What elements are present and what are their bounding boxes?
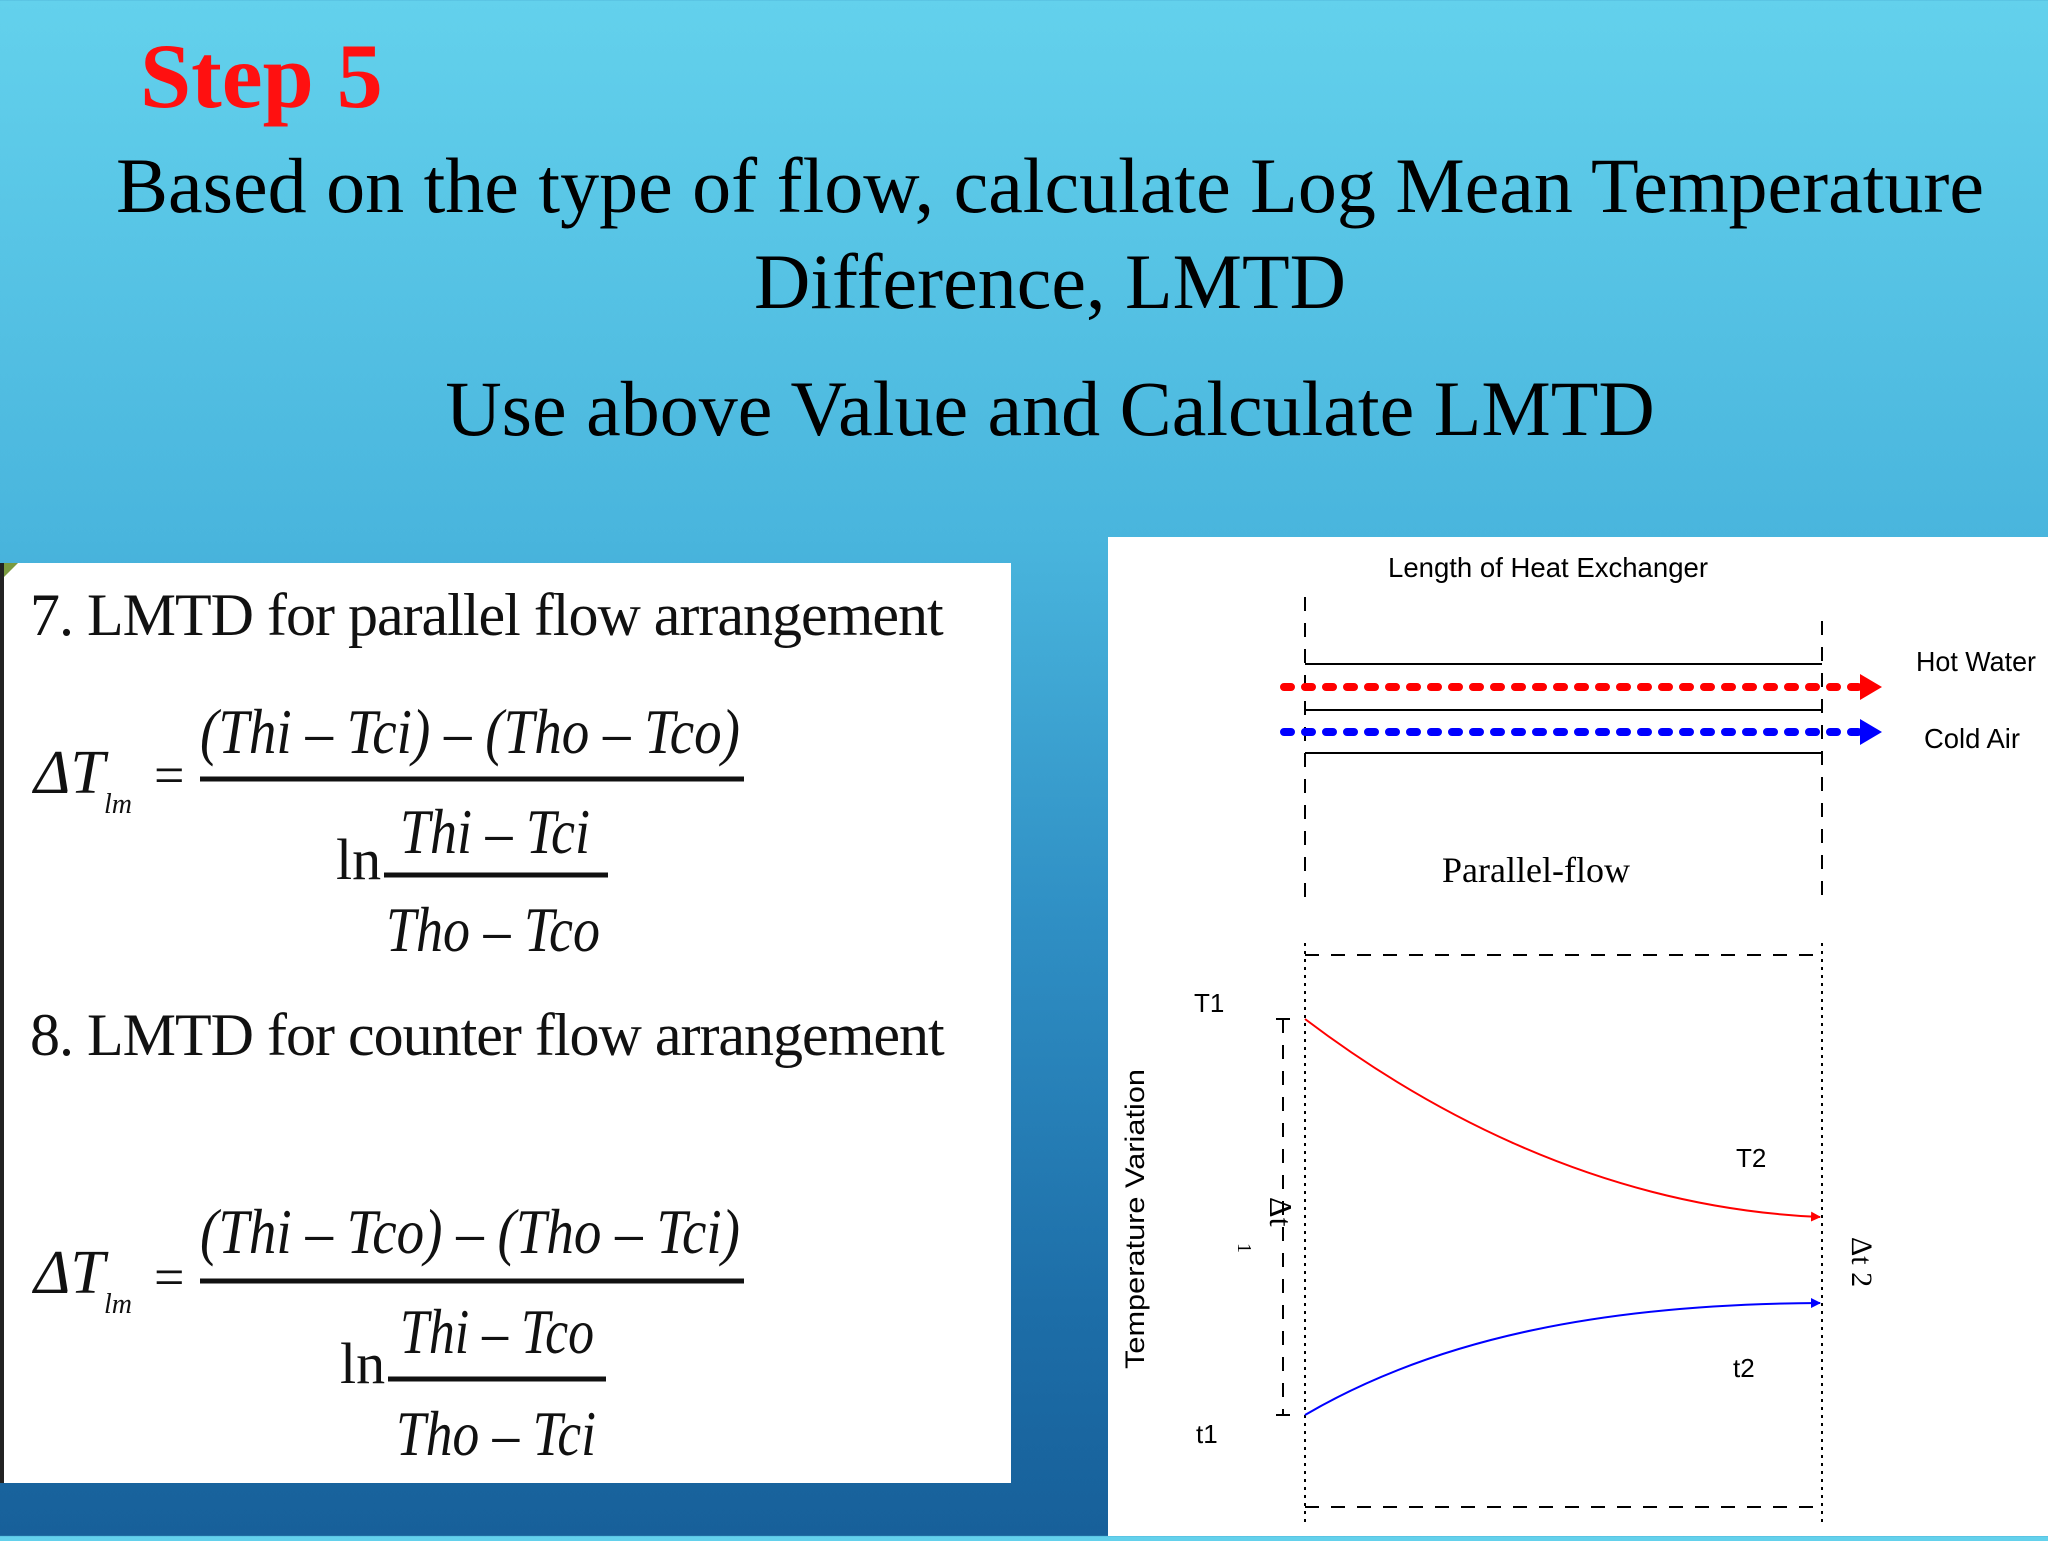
parallel-lhs: ΔT: [31, 739, 109, 807]
subtitle-line-1: Based on the type of flow, calculate Log…: [115, 142, 1984, 229]
counter-lhs-sub: lm: [104, 1289, 132, 1320]
length-label: Length of Heat Exchanger: [1388, 552, 1708, 583]
counter-inner-numerator: Thi – Tco: [400, 1296, 594, 1367]
counter-formula: ΔT lm = (Thi – Tco) – (Tho – Tci) ln Thi…: [31, 1203, 744, 1469]
parallel-formula-heading: 7. LMTD for parallel flow arrangement: [30, 582, 944, 648]
parallel-ln: ln: [336, 827, 381, 892]
parallel-equals: =: [154, 745, 184, 805]
T2-label: T2: [1736, 1143, 1766, 1173]
cold-air-label: Cold Air: [1924, 723, 2020, 754]
subtitle-line-2: Difference, LMTD: [754, 238, 1346, 325]
T1-label: T1: [1194, 988, 1224, 1018]
counter-ln: ln: [340, 1331, 385, 1396]
counter-lhs: ΔT: [31, 1239, 109, 1307]
y-axis-label: Temperature Variation: [1120, 1069, 1150, 1369]
cold-temperature-curve: [1304, 1298, 1821, 1416]
counter-numerator: (Thi – Tco) – (Tho – Tci): [200, 1203, 740, 1267]
panel-corner-mark: [4, 563, 18, 577]
parallel-inner-denominator: Tho – Tco: [386, 894, 600, 965]
dt1-label: Δt: [1263, 1197, 1299, 1227]
counter-equals: =: [154, 1247, 184, 1307]
slide-subtitle: Based on the type of flow, calculate Log…: [60, 138, 2040, 330]
counter-formula-heading: 8. LMTD for counter flow arrangement: [30, 1002, 945, 1068]
flow-type-label: Parallel-flow: [1442, 850, 1630, 890]
parallel-flow-diagram: Length of Heat Exchanger Hot Water Cold …: [1120, 552, 2036, 1522]
t2-label: t2: [1733, 1353, 1755, 1383]
hot-water-arrowhead: [1860, 674, 1882, 700]
parallel-numerator: (Thi – Tci) – (Tho – Tco): [200, 696, 740, 767]
t1-label: t1: [1196, 1419, 1218, 1449]
hot-temperature-curve: [1304, 1018, 1821, 1222]
hot-water-label: Hot Water: [1916, 646, 2036, 677]
counter-inner-denominator: Tho – Tci: [396, 1398, 596, 1469]
dt1-subscript: 1: [1233, 1243, 1255, 1253]
parallel-lhs-sub: lm: [104, 789, 132, 820]
parallel-flow-diagram-panel: Length of Heat Exchanger Hot Water Cold …: [1108, 537, 2048, 1536]
formula-panel: 7. LMTD for parallel flow arrangement ΔT…: [0, 563, 1011, 1483]
step-title: Step 5: [140, 25, 383, 127]
dt2-label: Δt 2: [1845, 1237, 1878, 1287]
parallel-formula: ΔT lm = (Thi – Tci) – (Tho – Tco) ln Thi…: [31, 696, 744, 965]
cold-air-arrowhead: [1860, 719, 1882, 745]
slide-instruction: Use above Value and Calculate LMTD: [445, 365, 1655, 452]
parallel-inner-numerator: Thi – Tci: [400, 796, 590, 867]
